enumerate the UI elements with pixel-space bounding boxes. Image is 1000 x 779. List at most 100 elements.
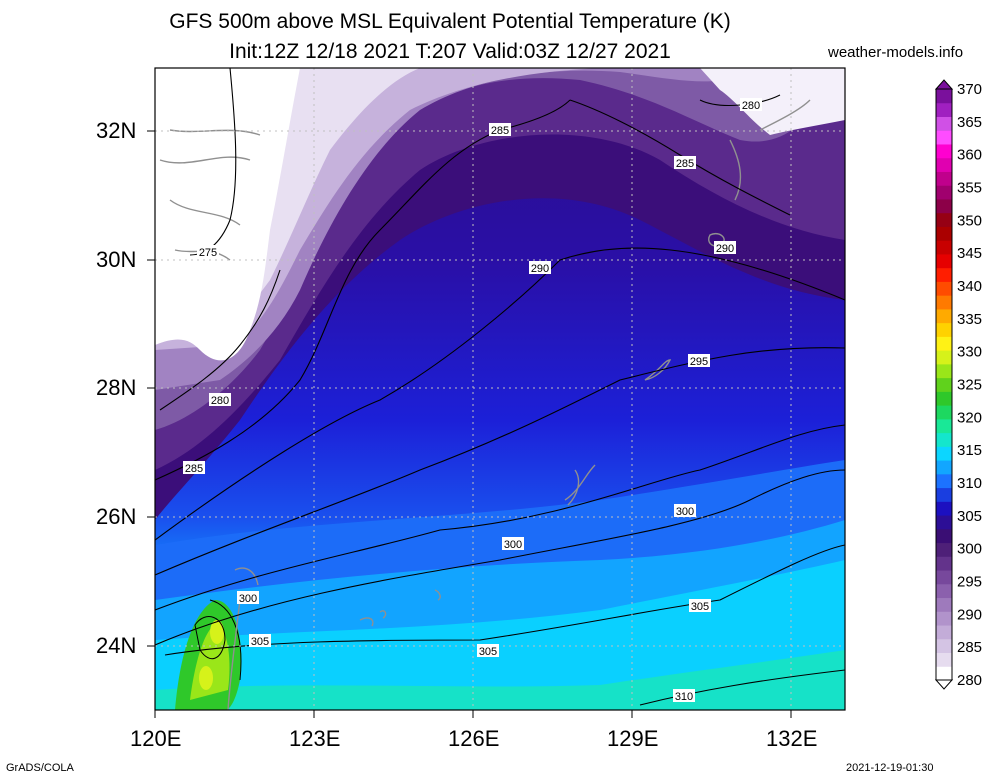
contour-label: 300 <box>674 504 696 518</box>
lat-label: 26N <box>96 504 137 529</box>
colorbar-swatch <box>936 652 952 667</box>
colorbar-label: 365 <box>957 114 982 131</box>
colorbar-swatch <box>936 363 952 379</box>
colorbar-label: 305 <box>957 508 982 525</box>
colorbar-swatch <box>936 350 952 365</box>
contour-label-text: 305 <box>479 646 497 658</box>
contour-label: 305 <box>689 599 711 613</box>
colorbar-label: 310 <box>957 475 982 492</box>
colorbar-swatch <box>936 528 952 544</box>
contour-label: 295 <box>688 354 710 368</box>
colorbar-swatch <box>936 336 952 351</box>
lon-label: 129E <box>607 726 659 751</box>
contour-label: 280 <box>209 393 231 407</box>
colorbar-swatch <box>936 542 952 557</box>
colorbar-label: 315 <box>957 442 982 459</box>
colorbar-label: 350 <box>957 212 982 229</box>
colorbar-label: 295 <box>957 574 982 591</box>
colorbar-swatch <box>936 226 952 241</box>
colorbar-swatch <box>936 405 952 420</box>
colorbar-swatch <box>936 157 952 172</box>
colorbar-swatch <box>936 638 952 654</box>
colorbar-label: 370 <box>957 81 982 98</box>
colorbar-swatch <box>936 143 952 159</box>
colorbar-swatch <box>936 212 952 227</box>
contour-label: 275 <box>197 245 219 259</box>
colorbar-swatch <box>936 198 952 214</box>
contour-label: 290 <box>714 241 736 255</box>
colorbar-swatch <box>936 418 952 434</box>
colorbar-swatch <box>936 391 952 406</box>
colorbar-swatch <box>936 130 952 145</box>
colorbar-swatch <box>936 267 952 282</box>
contour-label: 310 <box>673 689 695 703</box>
contour-label-text: 290 <box>716 243 734 255</box>
colorbar-swatch <box>936 556 952 571</box>
colorbar-swatch <box>936 322 952 337</box>
contour-label-text: 285 <box>676 158 694 170</box>
contour-label: 305 <box>477 644 499 658</box>
contour-label-text: 300 <box>676 506 694 518</box>
colorbar-label: 320 <box>957 409 982 426</box>
contour-label: 300 <box>502 537 524 551</box>
contour-label: 285 <box>674 156 696 170</box>
contour-label: 285 <box>183 461 205 475</box>
colorbar-swatch <box>936 487 952 502</box>
colorbar-swatch <box>936 432 952 447</box>
colorbar-label: 360 <box>957 147 982 164</box>
contour-label-text: 310 <box>675 691 693 703</box>
colorbar-swatch <box>936 583 952 599</box>
colorbar-swatch <box>936 308 952 324</box>
colorbar-swatch <box>936 446 952 461</box>
map-title: GFS 500m above MSL Equivalent Potential … <box>169 10 731 33</box>
contour-labels: 275 280 280 285 285 285 290 290 295 300 … <box>183 98 762 703</box>
colorbar-label: 285 <box>957 639 982 656</box>
colorbar: 370 365 360 355 350 345 340 335 330 325 320 315 310 3… <box>934 79 982 690</box>
contour-label: 300 <box>237 591 259 605</box>
footer-left: GrADS/COLA <box>6 762 74 774</box>
colorbar-label: 340 <box>957 278 982 295</box>
lat-label: 30N <box>96 247 137 272</box>
colorbar-label: 335 <box>957 311 982 328</box>
colorbar-swatch <box>936 89 952 104</box>
contour-label-text: 280 <box>742 100 760 112</box>
contour-label-text: 305 <box>691 601 709 613</box>
colorbar-label: 345 <box>957 245 982 262</box>
map-frame <box>154 67 846 711</box>
lon-label: 126E <box>448 726 500 751</box>
map-subtitle: Init:12Z 12/18 2021 T:207 Valid:03Z 12/2… <box>229 40 671 63</box>
colorbar-min-arrow <box>934 679 954 690</box>
axis-ticks <box>147 130 792 718</box>
taiwan-warm-spot <box>175 599 242 710</box>
colorbar-swatch <box>936 295 952 310</box>
contour-label: 285 <box>489 123 511 137</box>
colorbar-label: 330 <box>957 344 982 361</box>
contour-label-text: 285 <box>185 463 203 475</box>
colorbar-swatch <box>936 611 952 626</box>
colorbar-swatch <box>936 281 952 296</box>
contour-label-text: 305 <box>251 636 269 648</box>
contour-label-text: 275 <box>199 247 217 259</box>
colorbar-swatch <box>936 171 952 186</box>
contour-label-text: 300 <box>239 593 257 605</box>
colorbar-swatch <box>936 116 952 131</box>
colorbar-swatch <box>936 253 952 269</box>
colorbar-swatch <box>936 666 952 681</box>
colorbar-swatch <box>936 501 952 516</box>
colorbar-label: 300 <box>957 541 982 558</box>
colorbar-label: 325 <box>957 377 982 394</box>
colorbar-swatch <box>936 240 952 255</box>
contour-label-text: 280 <box>211 395 229 407</box>
colorbar-label: 280 <box>957 672 982 689</box>
contour-label-text: 295 <box>690 356 708 368</box>
map-area <box>155 68 845 710</box>
lon-label: 120E <box>130 726 182 751</box>
contour-label-text: 290 <box>531 263 549 275</box>
contour-label-text: 285 <box>491 125 509 137</box>
contour-label: 280 <box>740 98 762 112</box>
colorbar-swatch <box>936 377 952 392</box>
footer-timestamp: 2021-12-19-01:30 <box>846 762 934 774</box>
lon-label: 123E <box>289 726 341 751</box>
colorbar-swatch <box>936 625 952 640</box>
colorbar-swatch <box>936 515 952 530</box>
